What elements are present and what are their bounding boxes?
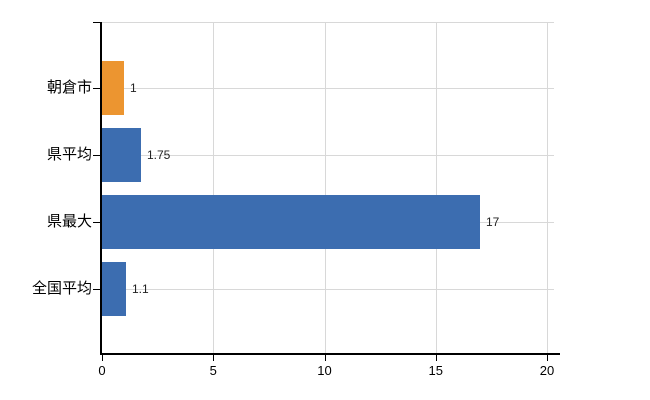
y-tick bbox=[93, 155, 102, 156]
bar-全国平均 bbox=[102, 262, 126, 316]
x-axis bbox=[100, 353, 560, 355]
category-label: 県平均 bbox=[46, 146, 92, 163]
x-tick-label: 0 bbox=[98, 363, 106, 378]
x-tick bbox=[213, 355, 215, 361]
x-tick bbox=[435, 355, 437, 361]
gridline-row bbox=[102, 155, 554, 156]
x-tick bbox=[324, 355, 326, 361]
plot-top-border bbox=[102, 22, 554, 23]
gridline-x-5 bbox=[213, 22, 215, 353]
category-label: 県最大 bbox=[46, 213, 92, 230]
x-tick-label: 20 bbox=[539, 363, 555, 378]
gridline-x-20 bbox=[547, 22, 548, 353]
y-tick bbox=[93, 222, 102, 223]
gridline-row bbox=[102, 88, 554, 89]
bar-県平均 bbox=[102, 128, 141, 182]
bar-朝倉市 bbox=[102, 61, 124, 115]
category-label: 全国平均 bbox=[31, 280, 92, 297]
y-axis bbox=[100, 22, 102, 355]
gridline-x-10 bbox=[324, 22, 326, 353]
x-tick-label: 10 bbox=[317, 363, 332, 378]
value-label: 1.75 bbox=[147, 148, 171, 162]
x-tick-label: 15 bbox=[428, 363, 443, 378]
category-label: 朝倉市 bbox=[46, 79, 92, 96]
y-tick-top bbox=[93, 22, 102, 23]
x-tick bbox=[547, 355, 548, 361]
gridline-x-15 bbox=[435, 22, 437, 353]
y-tick bbox=[93, 88, 102, 89]
value-label: 1 bbox=[130, 81, 137, 95]
gridline-row bbox=[102, 289, 554, 290]
x-tick bbox=[102, 355, 103, 361]
x-tick-label: 5 bbox=[209, 363, 217, 378]
value-label: 17 bbox=[486, 215, 500, 229]
value-label: 1.1 bbox=[132, 282, 149, 296]
bar-県最大 bbox=[102, 195, 480, 249]
y-tick bbox=[93, 289, 102, 290]
